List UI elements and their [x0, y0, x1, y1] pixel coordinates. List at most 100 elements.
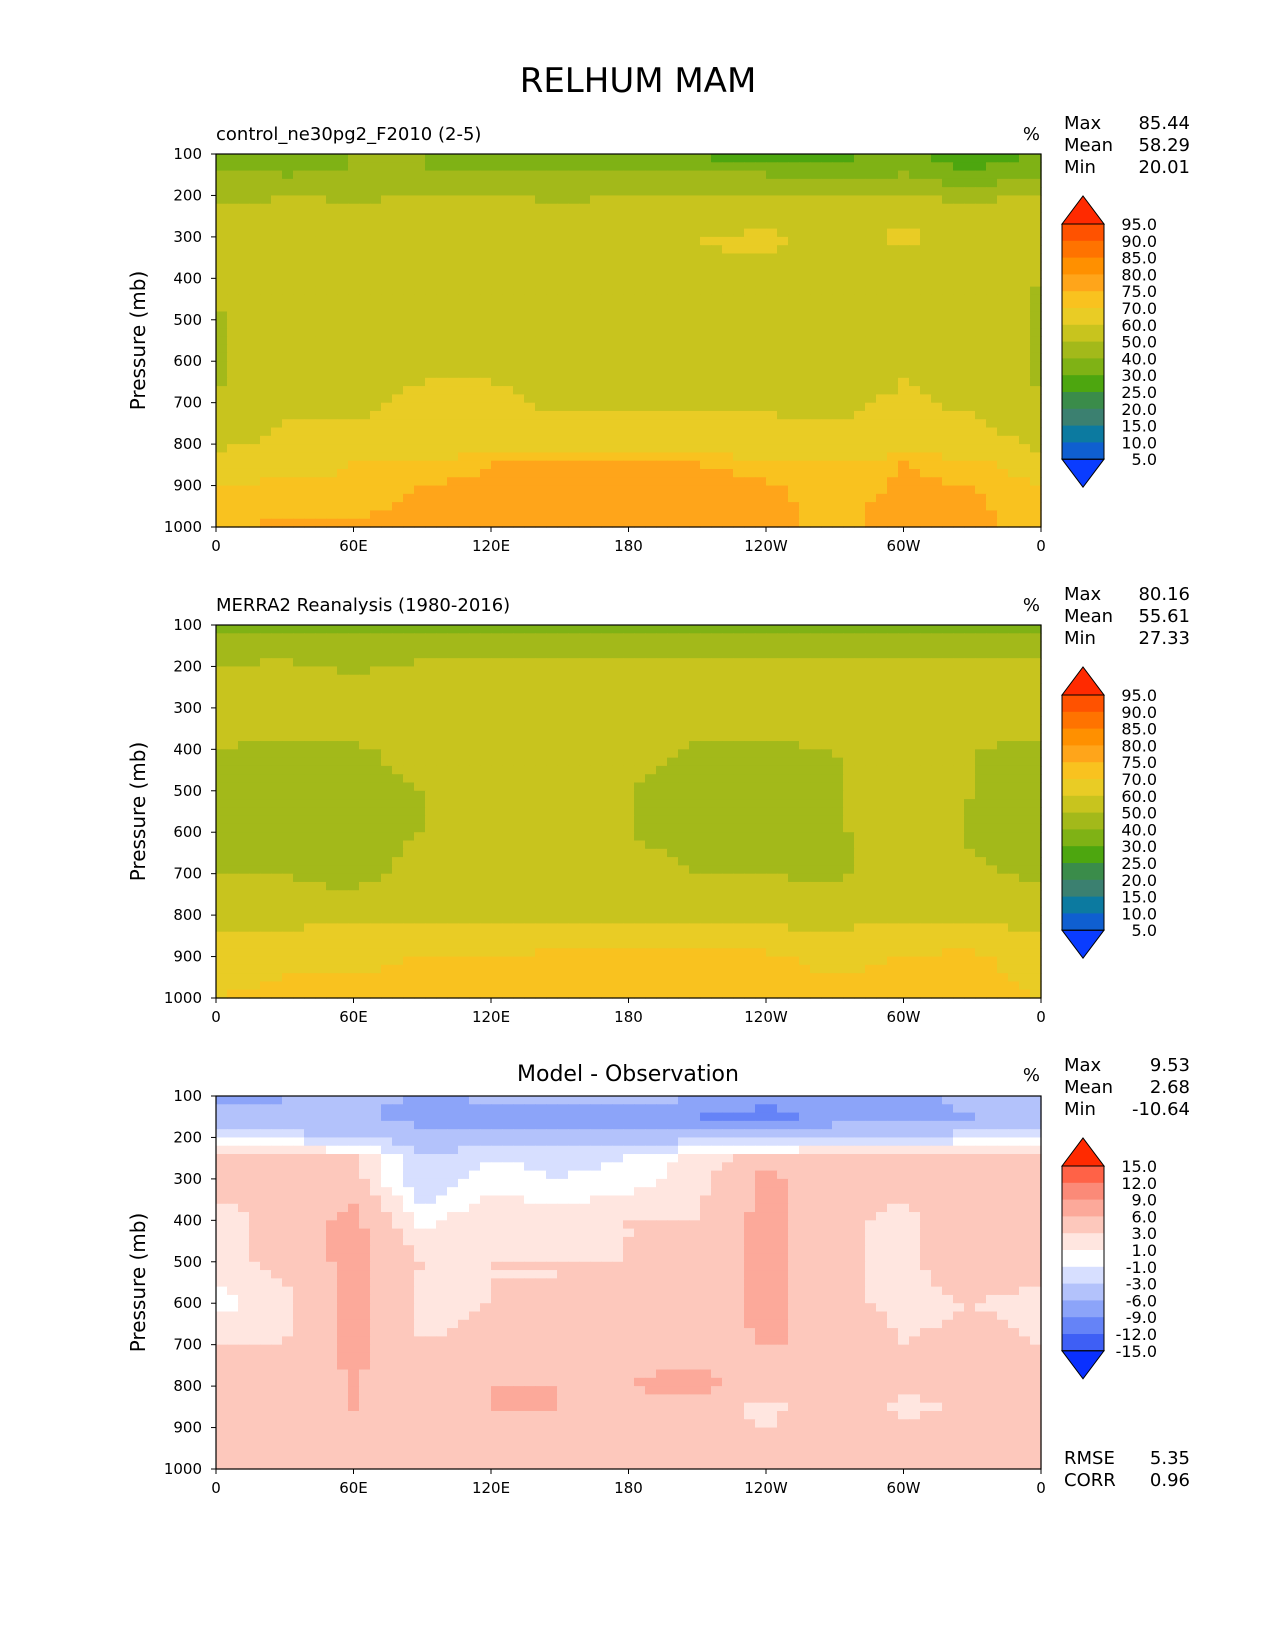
contour-cell [425, 625, 437, 634]
contour-cell [843, 352, 855, 362]
contour-cell [612, 203, 624, 213]
contour-cell [975, 716, 987, 726]
contour-cell [282, 674, 294, 684]
contour-cell [414, 361, 426, 371]
contour-cell [700, 724, 712, 734]
contour-cell [381, 278, 393, 288]
contour-cell [436, 220, 448, 230]
contour-cell [689, 649, 701, 659]
contour-cell [634, 749, 646, 759]
contour-cell [909, 228, 921, 238]
contour-cell [469, 724, 481, 734]
contour-cell [755, 187, 767, 197]
contour-cell [623, 344, 635, 354]
contour-cell [227, 444, 239, 453]
contour-cell [458, 633, 470, 643]
contour-cell [590, 394, 602, 404]
y-tick-label: 700 [173, 394, 202, 412]
contour-cell [403, 352, 415, 362]
contour-cell [942, 187, 954, 197]
contour-cell [480, 170, 492, 180]
contour-cell [381, 716, 393, 726]
contour-cell [293, 294, 305, 304]
contour-cell [832, 410, 844, 420]
contour-cell [909, 212, 921, 221]
contour-cell [601, 187, 613, 197]
contour-cell [535, 641, 547, 651]
contour-cell [370, 485, 382, 495]
contour-cell [678, 195, 690, 205]
contour-cell [766, 253, 778, 263]
contour-cell [744, 460, 756, 470]
contour-cell [392, 485, 404, 495]
contour-cell [953, 691, 965, 701]
contour-cell [370, 294, 382, 304]
contour-cell [524, 674, 536, 684]
contour-cell [381, 699, 393, 709]
contour-cell [557, 154, 569, 163]
contour-cell [337, 749, 349, 759]
contour-cell [293, 369, 305, 379]
contour-cell [513, 649, 525, 659]
contour-cell [227, 253, 239, 263]
contour-cell [942, 633, 954, 643]
contour-cell [821, 683, 833, 692]
contour-cell [678, 361, 690, 371]
contour-cell [1019, 361, 1031, 371]
contour-cell [326, 502, 338, 512]
contour-cell [282, 270, 294, 279]
contour-cell [810, 245, 822, 255]
contour-cell [645, 757, 657, 767]
contour-cell [458, 311, 470, 321]
contour-cell [337, 178, 349, 188]
contour-cell [810, 765, 822, 775]
contour-cell [414, 270, 426, 279]
contour-cell [535, 732, 547, 742]
contour-cell [590, 765, 602, 775]
contour-cell [348, 485, 360, 495]
contour-cell [579, 435, 591, 445]
contour-cell [590, 386, 602, 395]
contour-cell [535, 278, 547, 288]
contour-cell [271, 328, 283, 337]
contour-cell [216, 410, 228, 420]
contour-cell [271, 178, 283, 188]
contour-cell [469, 253, 481, 263]
contour-cell [843, 361, 855, 371]
contour-cell [590, 510, 602, 520]
contour-cell [348, 732, 360, 742]
contour-cell [524, 402, 536, 412]
contour-cell [645, 633, 657, 643]
contour-cell [997, 162, 1009, 172]
contour-cell [975, 170, 987, 180]
contour-cell [986, 666, 998, 676]
contour-cell [733, 203, 745, 213]
contour-cell [777, 683, 789, 692]
contour-cell [623, 419, 635, 429]
contour-cell [832, 518, 844, 528]
contour-cell [293, 666, 305, 676]
contour-cell [975, 253, 987, 263]
contour-cell [381, 187, 393, 197]
contour-cell [447, 658, 459, 668]
contour-cell [1019, 460, 1031, 470]
contour-cell [898, 162, 910, 172]
contour-cell [590, 410, 602, 420]
contour-cell [227, 212, 239, 221]
contour-cell [744, 170, 756, 180]
contour-cell [1030, 493, 1042, 503]
contour-cell [524, 377, 536, 387]
contour-cell [711, 716, 723, 726]
contour-cell [315, 435, 327, 445]
contour-cell [799, 477, 811, 487]
contour-cell [733, 394, 745, 404]
contour-cell [909, 782, 921, 792]
contour-cell [788, 386, 800, 395]
contour-cell [986, 741, 998, 750]
contour-cell [414, 245, 426, 255]
contour-cell [557, 485, 569, 495]
contour-cell [315, 485, 327, 495]
contour-cell [986, 691, 998, 701]
contour-cell [359, 195, 371, 205]
contour-cell [700, 352, 712, 362]
